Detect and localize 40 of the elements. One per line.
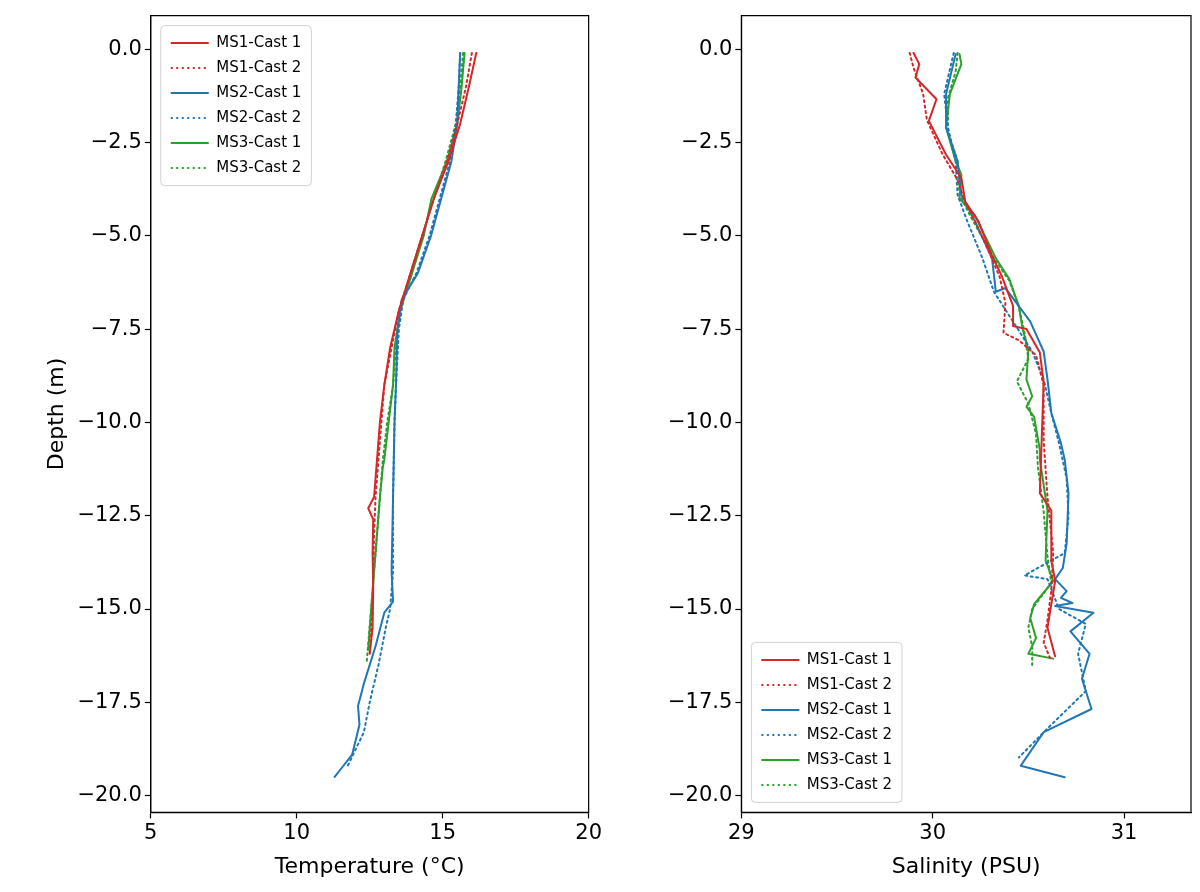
legend-label: MS1-Cast 2 [806, 674, 892, 693]
x-tick-label: 5 [144, 820, 158, 845]
y-tick-label: −12.5 [77, 502, 142, 527]
y-tick-label: −17.5 [77, 688, 142, 713]
x-axis-title: Temperature (°C) [273, 852, 465, 878]
x-tick-label: 31 [1110, 820, 1138, 845]
y-tick-label: 0.0 [108, 35, 142, 60]
y-tick-label: −7.5 [90, 315, 142, 340]
y-tick-label: −15.0 [667, 595, 733, 620]
x-axis-title: Salinity (PSU) [891, 852, 1041, 878]
legend-label: MS3-Cast 2 [216, 157, 302, 176]
x-tick-label: 30 [919, 820, 947, 845]
x-tick-label: 20 [575, 820, 603, 845]
y-tick-label: −20.0 [77, 782, 142, 807]
y-tick-label: −2.5 [681, 128, 733, 153]
y-tick-label: −5.0 [90, 222, 142, 247]
y-axis-title: Depth (m) [42, 357, 68, 471]
legend-label: MS3-Cast 2 [806, 774, 892, 793]
y-tick-label: −15.0 [77, 595, 142, 620]
x-tick-label: 10 [283, 820, 311, 845]
y-tick-label: −20.0 [667, 782, 733, 807]
y-tick-label: −17.5 [667, 688, 733, 713]
legend-label: MS2-Cast 1 [806, 699, 892, 718]
legend-label: MS1-Cast 1 [216, 32, 302, 51]
y-tick-label: −7.5 [681, 315, 733, 340]
y-tick-label: −2.5 [90, 128, 142, 153]
legend-label: MS2-Cast 1 [216, 82, 302, 101]
y-tick-label: 0.0 [698, 35, 733, 60]
x-tick-label: 15 [429, 820, 457, 845]
legend-label: MS3-Cast 1 [806, 749, 892, 768]
legend-label: MS1-Cast 1 [806, 649, 892, 668]
y-tick-label: −10.0 [667, 408, 733, 433]
y-tick-label: −12.5 [667, 502, 733, 527]
legend-label: MS2-Cast 2 [216, 107, 302, 126]
x-tick-label: 29 [727, 820, 755, 845]
y-tick-label: −5.0 [681, 222, 733, 247]
y-tick-label: −10.0 [77, 408, 142, 433]
legend-label: MS3-Cast 1 [216, 132, 302, 151]
legend-label: MS2-Cast 2 [806, 724, 892, 743]
legend-label: MS1-Cast 2 [216, 57, 302, 76]
